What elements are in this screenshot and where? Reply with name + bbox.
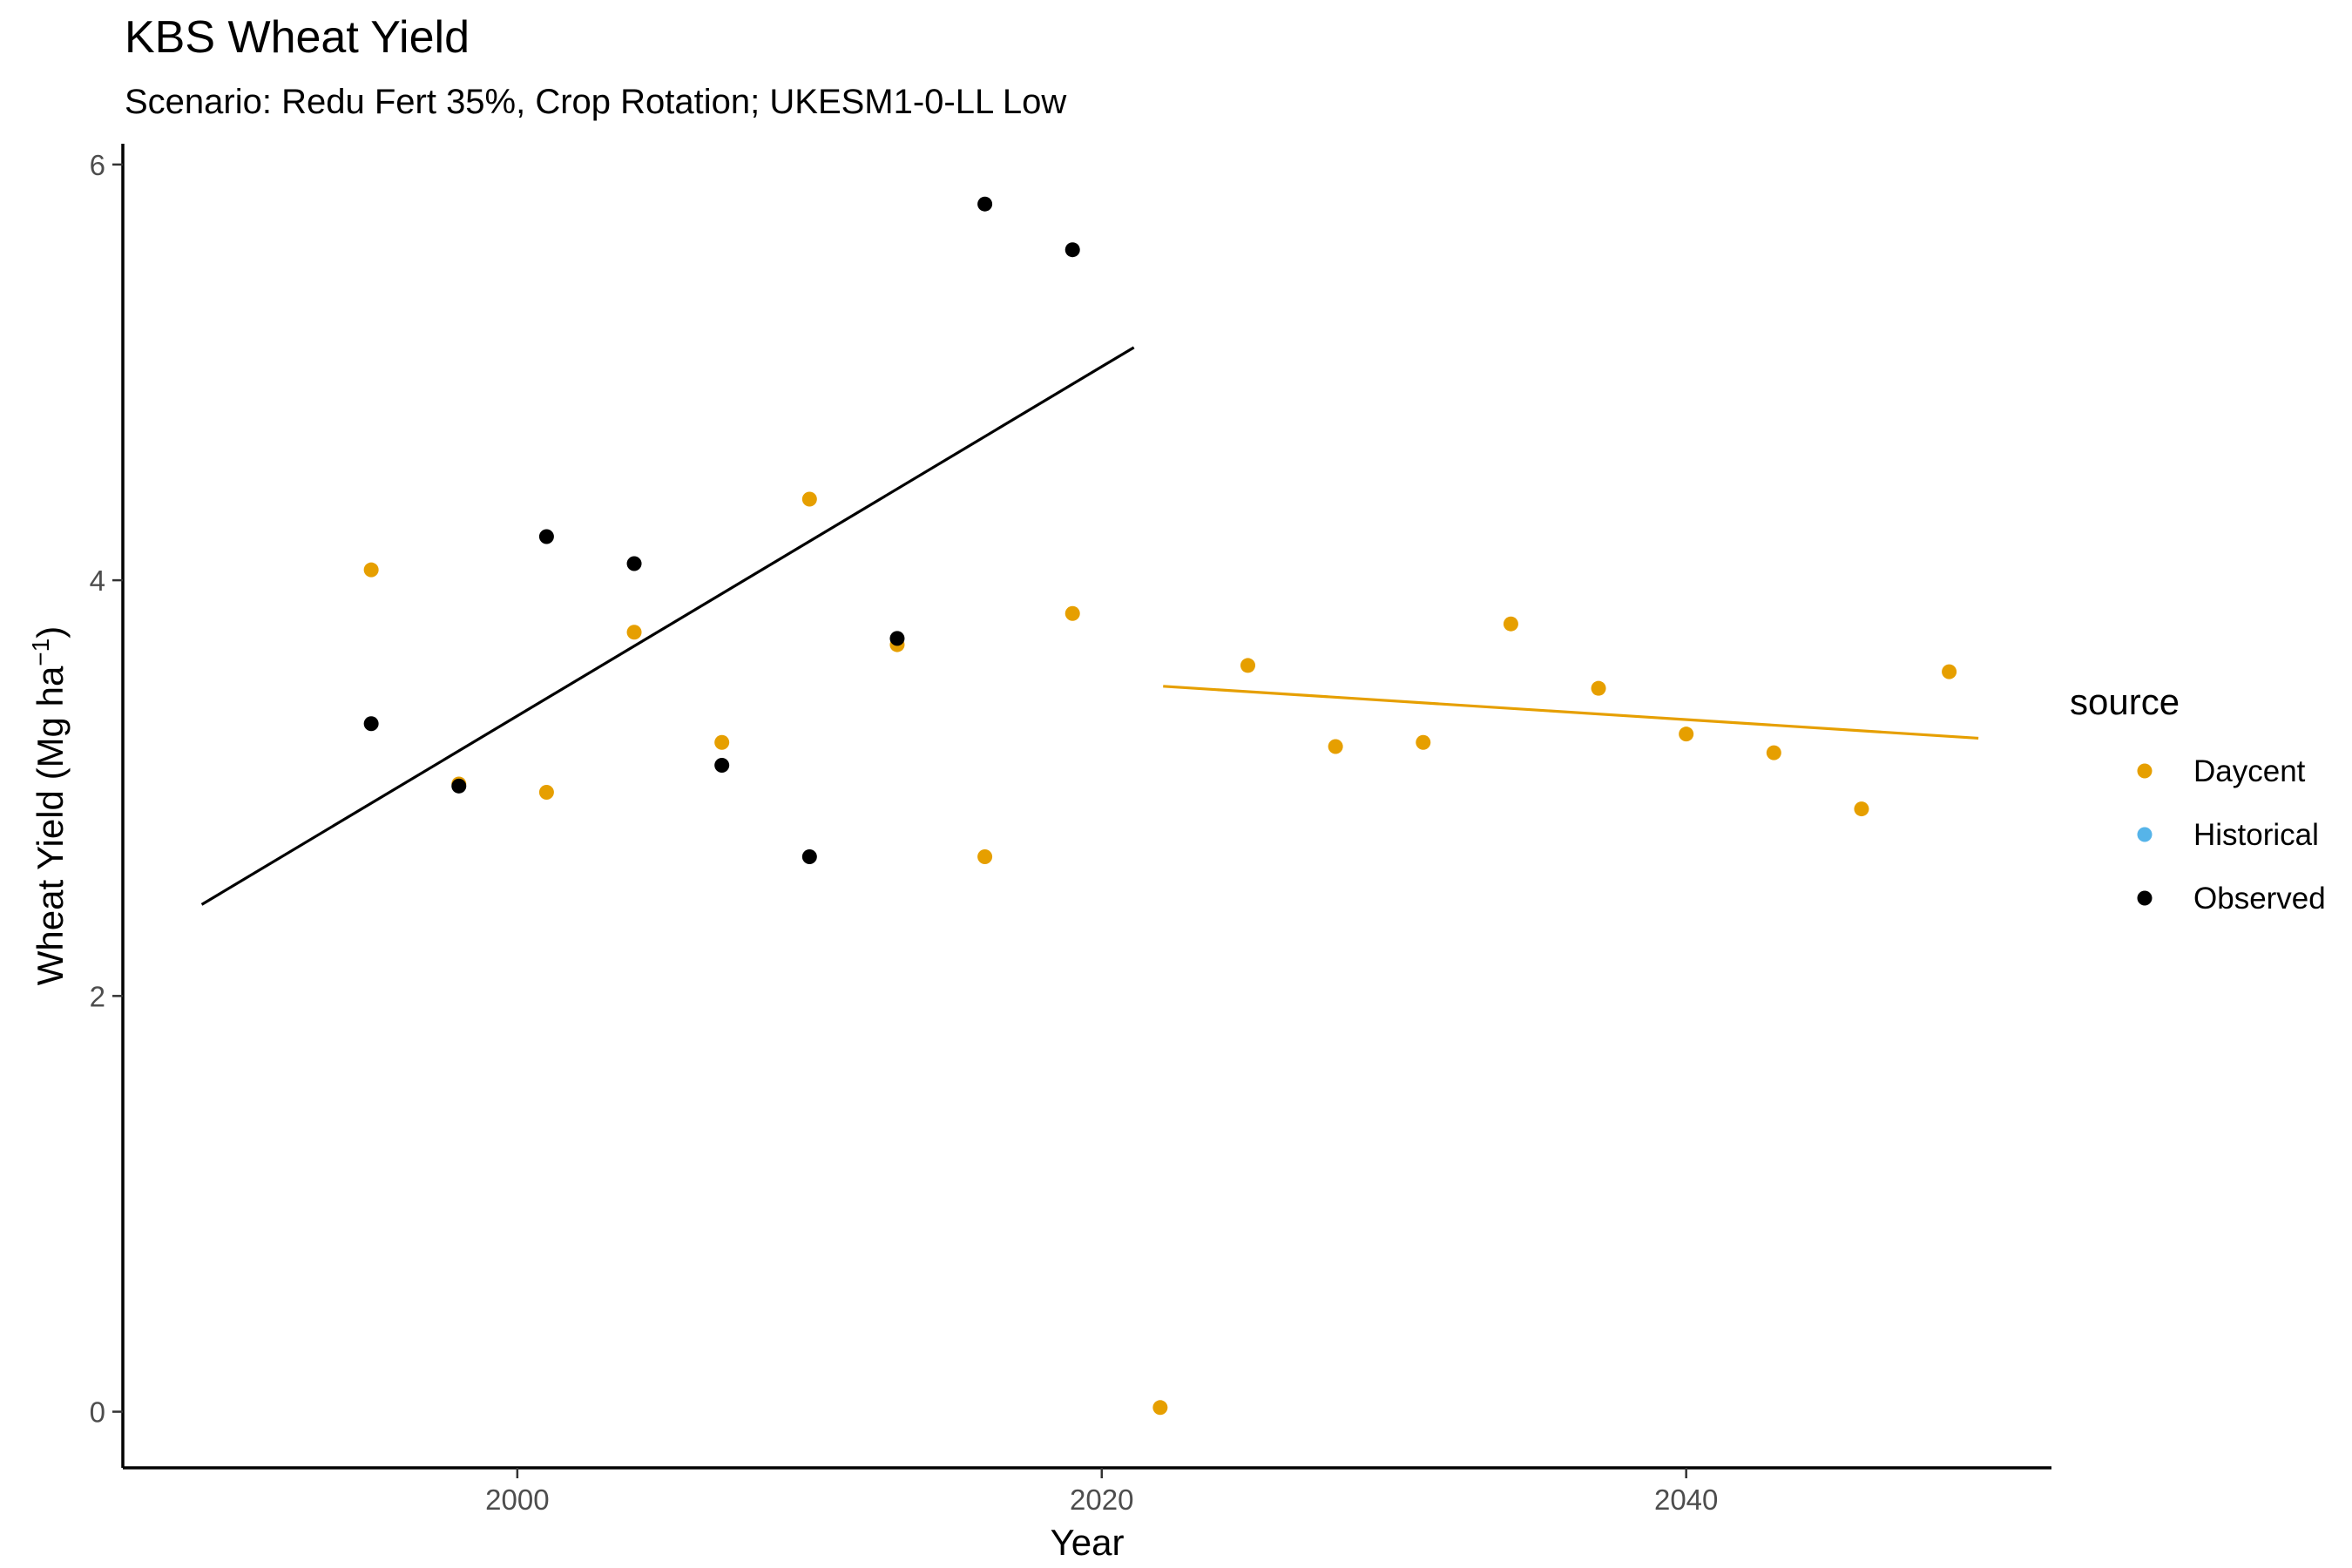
point-daycent [1854, 801, 1869, 817]
point-observed [889, 631, 905, 646]
point-observed [714, 757, 730, 773]
point-daycent [1328, 739, 1343, 754]
point-observed [363, 716, 379, 732]
point-daycent [1064, 605, 1080, 621]
point-daycent [1942, 664, 1957, 679]
y-tick-label: 4 [90, 564, 105, 597]
point-observed [801, 848, 817, 864]
plot-area [200, 196, 1979, 1416]
x-tick-label: 2020 [1070, 1484, 1133, 1516]
x-axis-title: Year [1051, 1522, 1125, 1563]
chart-title: KBS Wheat Yield [125, 12, 470, 63]
point-daycent [1240, 658, 1255, 673]
y-axis-ticks: 0 2 4 6 [90, 149, 123, 1429]
trend-line-daycent [1163, 685, 1979, 740]
legend-label-daycent: Daycent [2193, 754, 2306, 788]
legend-label-observed: Observed [2193, 882, 2326, 916]
point-observed [977, 196, 993, 212]
trend-line-observed [200, 346, 1135, 906]
point-observed [626, 556, 642, 571]
point-daycent [1679, 727, 1694, 742]
legend-key-daycent [2137, 763, 2153, 779]
chart-subtitle: Scenario: Redu Fert 35%, Crop Rotation; … [125, 83, 1066, 121]
legend-label-historical: Historical [2193, 818, 2319, 852]
y-tick-label: 0 [90, 1396, 105, 1429]
x-tick-label: 2000 [485, 1484, 549, 1516]
point-observed [1064, 242, 1080, 258]
y-tick-label: 6 [90, 149, 105, 181]
y-axis-title-sup: −1 [27, 639, 54, 666]
y-axis-title: Wheat Yield (Mg ha−1) [27, 626, 71, 985]
point-observed [538, 529, 554, 544]
legend: source Daycent Historical Observed [2070, 681, 2326, 916]
x-tick-label: 2040 [1654, 1484, 1718, 1516]
point-observed [451, 778, 467, 794]
point-daycent [1152, 1400, 1168, 1416]
point-daycent [714, 734, 730, 750]
point-daycent [626, 625, 642, 640]
point-daycent [1591, 680, 1606, 696]
point-daycent [1416, 734, 1431, 750]
x-axis-ticks: 2000 2020 2040 [485, 1468, 1718, 1516]
point-daycent [363, 562, 379, 578]
legend-key-historical [2137, 827, 2153, 842]
legend-key-observed [2137, 890, 2153, 906]
y-tick-label: 2 [90, 980, 105, 1012]
y-axis-title-close: ) [30, 626, 71, 639]
y-axis-title-main: Wheat Yield (Mg ha [30, 666, 71, 985]
point-daycent [801, 491, 817, 507]
point-daycent [1503, 616, 1518, 632]
legend-title: source [2070, 681, 2180, 722]
point-daycent [977, 848, 993, 864]
point-daycent [538, 784, 554, 800]
point-daycent [1766, 745, 1781, 760]
